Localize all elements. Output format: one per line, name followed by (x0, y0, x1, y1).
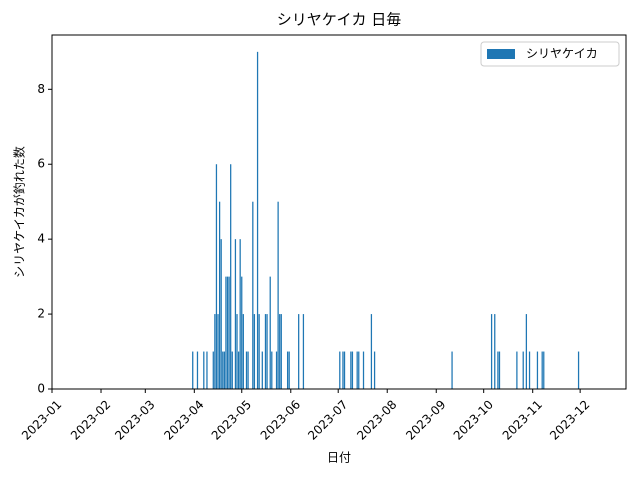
bar (237, 351, 240, 389)
bar (275, 351, 278, 389)
bar (373, 351, 376, 389)
bar (214, 314, 216, 389)
bar (245, 351, 248, 389)
bar (494, 314, 496, 389)
y-tick-label: 6 (37, 157, 45, 171)
bar (236, 314, 238, 389)
bar (356, 351, 358, 389)
bar (577, 351, 580, 389)
y-tick-label: 2 (37, 307, 45, 321)
bar (225, 276, 227, 389)
bar (223, 351, 225, 389)
x-tick-label: 2023-04 (161, 397, 206, 442)
x-axis-label: 日付 (327, 451, 351, 465)
bar (239, 239, 241, 389)
bar (362, 351, 365, 389)
x-tick-label: 2023-09 (403, 397, 448, 442)
bar (528, 351, 531, 389)
bar (241, 276, 243, 389)
bar (266, 314, 268, 389)
bar (522, 351, 524, 389)
bar (228, 276, 230, 389)
bar (196, 351, 199, 389)
bar (230, 164, 232, 389)
y-tick-label: 0 (37, 382, 45, 396)
y-tick-label: 8 (37, 82, 45, 96)
bar (269, 276, 271, 389)
plot-frame (51, 34, 627, 390)
bar (516, 351, 518, 389)
bar (279, 314, 281, 389)
bar (451, 351, 453, 389)
bar (261, 351, 263, 389)
bar (234, 239, 237, 389)
bar (490, 314, 493, 389)
bar (298, 314, 300, 389)
x-tick-label: 2023-10 (451, 397, 496, 442)
bar (497, 351, 499, 389)
bar (192, 351, 194, 389)
bar (220, 239, 222, 389)
bar (252, 201, 254, 389)
bar (302, 314, 305, 389)
x-tick-label: 2023-08 (354, 397, 399, 442)
bar (226, 276, 229, 389)
bar (218, 201, 221, 389)
bar (206, 351, 208, 389)
bar (264, 314, 267, 389)
bar (256, 51, 259, 389)
bar (271, 351, 273, 389)
bar (350, 351, 352, 389)
bar (498, 351, 501, 389)
x-tick-label: 2023-02 (68, 397, 113, 442)
y-axis-label: シリヤケイカが釣れた数 (12, 146, 27, 278)
bar (217, 314, 219, 389)
x-tick-label: 2023-06 (258, 397, 303, 442)
x-tick-label: 2023-07 (305, 397, 350, 442)
bar (525, 314, 528, 389)
bar (343, 351, 346, 389)
bar (215, 164, 218, 389)
bar (351, 351, 354, 389)
bar (258, 314, 260, 389)
bar (242, 314, 244, 389)
x-tick-label: 2023-11 (500, 397, 545, 442)
chart-title: シリヤケイカ 日毎 (277, 11, 401, 29)
bar (288, 351, 290, 389)
bar (358, 351, 360, 389)
legend-swatch (487, 49, 515, 59)
bar (543, 351, 545, 389)
x-tick-label: 2023-05 (209, 397, 254, 442)
x-tick-label: 2023-01 (19, 397, 64, 442)
bar (203, 351, 205, 389)
x-tick-label: 2023-03 (112, 397, 157, 442)
bar (253, 314, 256, 389)
bar (280, 314, 282, 389)
bar (536, 351, 539, 389)
bar (212, 351, 214, 389)
bar (247, 351, 249, 389)
bar (342, 351, 344, 389)
x-tick-label: 2023-12 (547, 397, 592, 442)
bar (339, 351, 341, 389)
y-tick-label: 4 (37, 232, 45, 246)
bar (370, 314, 373, 389)
legend-label: シリヤケイカ (526, 47, 598, 61)
bar (277, 201, 279, 389)
legend-box (480, 41, 620, 67)
bar (286, 351, 289, 389)
bar (222, 351, 224, 389)
bar (541, 351, 543, 389)
bar (231, 351, 233, 389)
